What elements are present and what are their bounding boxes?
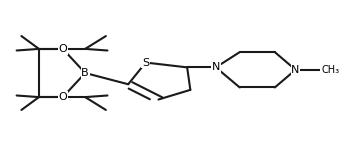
Text: O: O (58, 44, 67, 54)
Text: N: N (212, 62, 220, 72)
Text: CH₃: CH₃ (321, 65, 339, 75)
Text: B: B (81, 68, 89, 78)
Text: N: N (291, 65, 300, 75)
Text: O: O (58, 92, 67, 102)
Text: S: S (142, 58, 149, 68)
